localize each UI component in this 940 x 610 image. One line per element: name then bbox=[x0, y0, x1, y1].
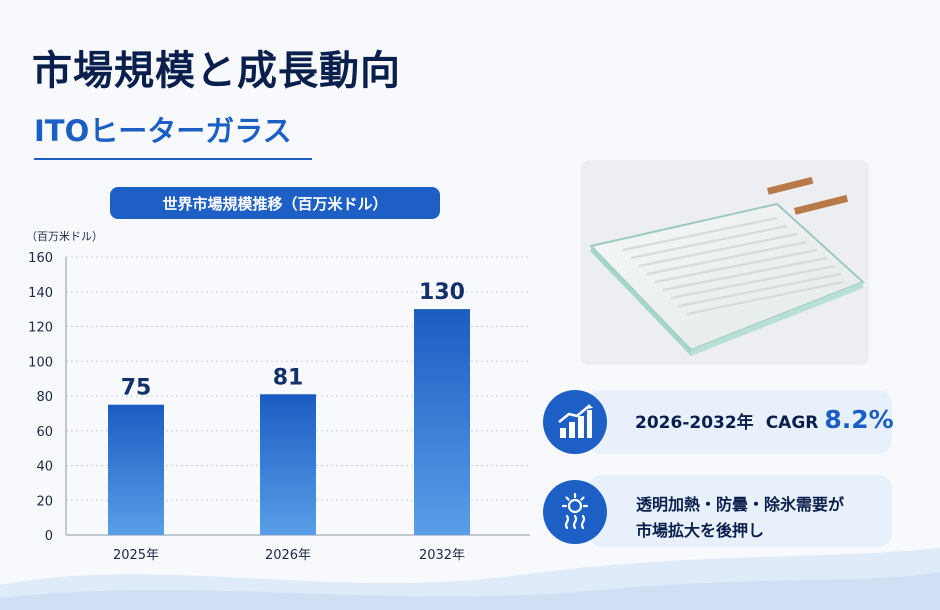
y-tick-label: 100 bbox=[28, 355, 53, 370]
cagr-value: 8.2% bbox=[824, 405, 894, 434]
drivers-line-2: 市場拡大を後押し bbox=[636, 521, 765, 540]
x-tick-label: 2032年 bbox=[419, 548, 465, 563]
ito-glass-illustration bbox=[589, 176, 865, 356]
y-tick-label: 160 bbox=[28, 251, 53, 266]
bar-value-label: 130 bbox=[419, 280, 465, 305]
x-tick-label: 2025年 bbox=[113, 548, 159, 563]
bar-value-label: 75 bbox=[121, 376, 152, 401]
cagr-label: CAGR bbox=[765, 413, 819, 433]
y-axis-label: （百万米ドル） bbox=[26, 230, 103, 243]
product-image bbox=[581, 160, 869, 365]
drivers-text: 透明加熱・防曇・除氷需要が 市場拡大を後押し bbox=[636, 492, 844, 544]
page-subtitle: ITOヒーターガラス bbox=[34, 114, 292, 148]
drivers-line-1: 透明加熱・防曇・除氷需要が bbox=[636, 495, 845, 514]
y-tick-label: 140 bbox=[28, 286, 53, 301]
y-tick-label: 80 bbox=[36, 390, 53, 405]
heat-sun-icon bbox=[543, 480, 607, 544]
drivers-card bbox=[588, 475, 892, 547]
bar bbox=[414, 309, 470, 535]
y-tick-label: 20 bbox=[36, 494, 53, 509]
bar bbox=[260, 394, 316, 535]
y-tick-label: 60 bbox=[36, 425, 53, 440]
y-tick-label: 0 bbox=[45, 529, 53, 544]
y-tick-label: 120 bbox=[28, 321, 53, 336]
bar-value-label: 81 bbox=[273, 365, 304, 390]
chart-title: 世界市場規模推移（百万米ドル） bbox=[110, 187, 440, 219]
page-title: 市場規模と成長動向 bbox=[32, 48, 401, 94]
cagr-card bbox=[588, 390, 892, 454]
cagr-text: 2026-2032年 CAGR 8.2% bbox=[635, 405, 894, 434]
subtitle-underline bbox=[34, 158, 312, 160]
cagr-period: 2026-2032年 bbox=[635, 413, 754, 433]
y-tick-label: 40 bbox=[36, 460, 53, 475]
growth-chart-icon bbox=[543, 390, 607, 454]
bar bbox=[108, 404, 164, 535]
x-tick-label: 2026年 bbox=[265, 548, 311, 563]
